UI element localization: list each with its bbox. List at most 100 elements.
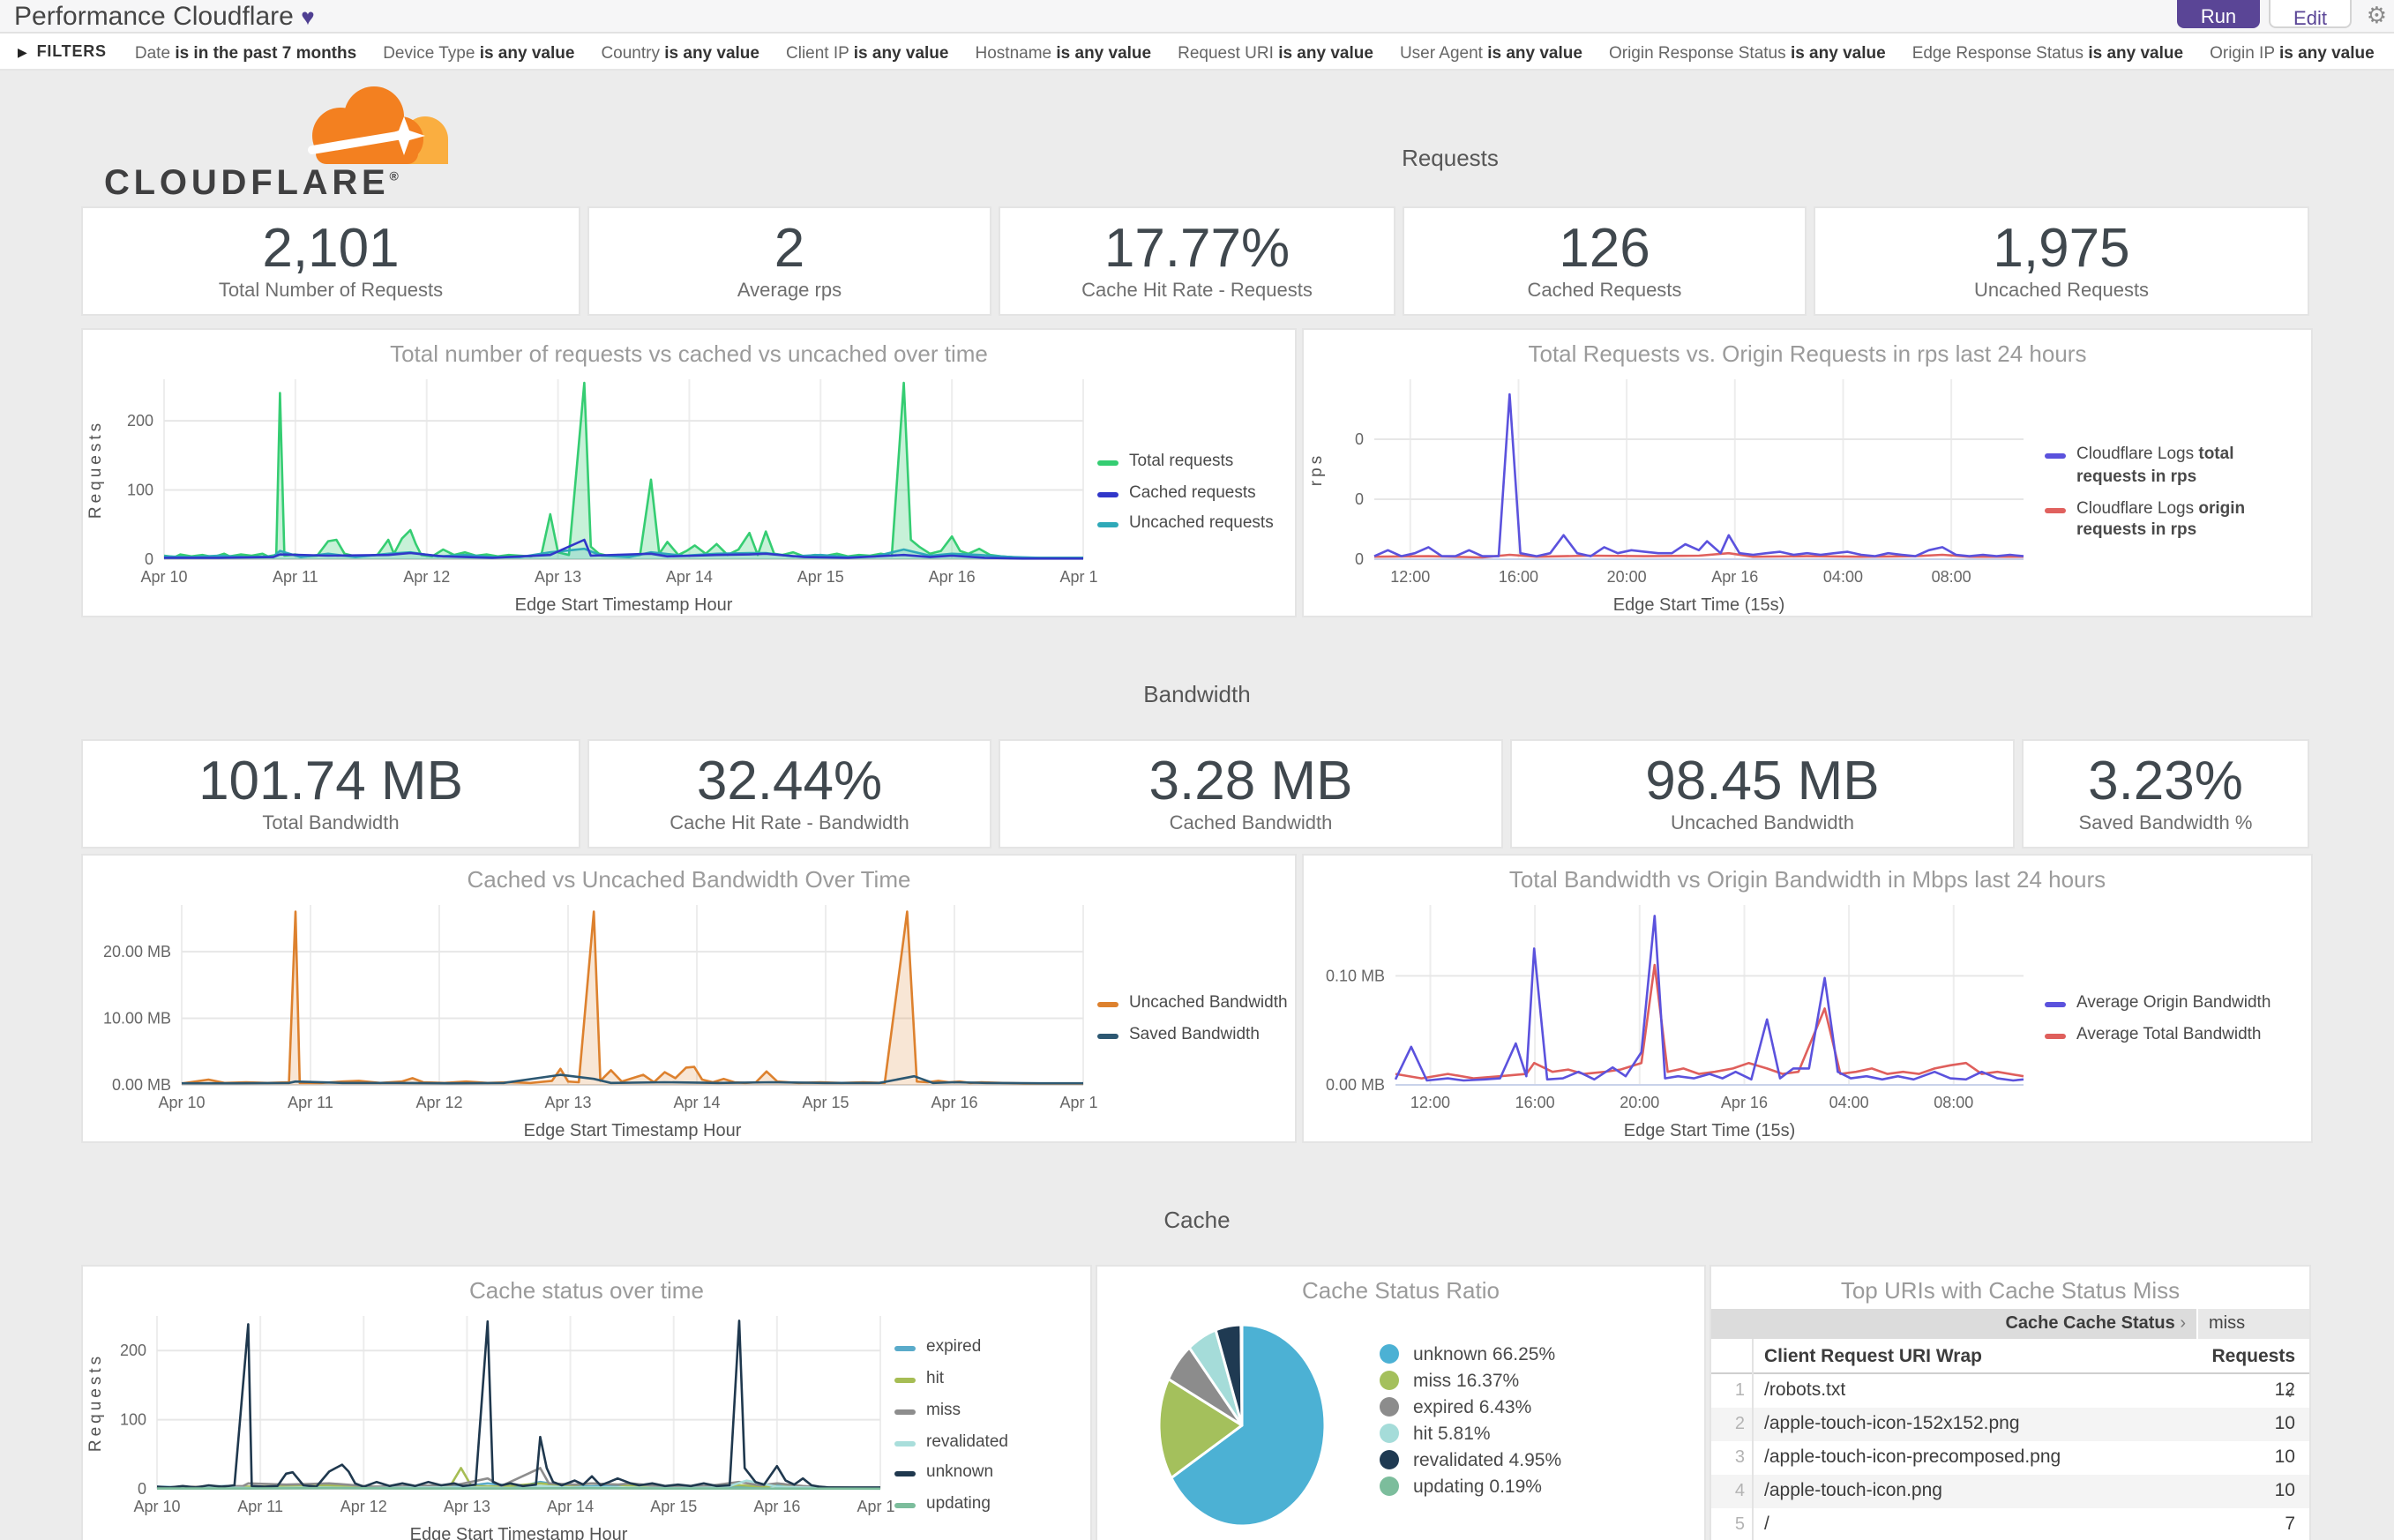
chart-tile-bandwidth-over-time: Cached vs Uncached Bandwidth Over Time 0… xyxy=(81,854,1297,1143)
legend-label: miss xyxy=(926,1400,961,1420)
pie-legend-item[interactable]: updating 0.19% xyxy=(1380,1476,1561,1497)
legend-label: Uncached Bandwidth xyxy=(1129,992,1288,1013)
uri-column-header[interactable]: Client Request URI Wrap xyxy=(1764,1346,1982,1367)
svg-text:Edge Start Timestamp Hour: Edge Start Timestamp Hour xyxy=(524,1121,742,1140)
filter-item[interactable]: User Agent is any value xyxy=(1399,44,1582,64)
run-button[interactable]: Run xyxy=(2177,0,2260,28)
edit-button[interactable]: Edit xyxy=(2269,0,2352,30)
svg-text:Apr 15: Apr 15 xyxy=(797,568,844,586)
legend-item[interactable]: Average Total Bandwidth xyxy=(2045,1024,2274,1047)
kpi-label: Average rps xyxy=(737,280,842,302)
group-header-value: miss xyxy=(2196,1309,2309,1339)
filter-item[interactable]: Origin IP is any value xyxy=(2210,44,2375,64)
legend-item[interactable]: revalidated xyxy=(894,1432,1008,1454)
svg-text:Apr 17: Apr 17 xyxy=(1059,1094,1097,1111)
uri-cell[interactable]: /apple-touch-icon-precomposed.png xyxy=(1764,1447,2061,1468)
svg-text:Apr 16: Apr 16 xyxy=(1711,568,1758,586)
svg-text:Requests: Requests xyxy=(86,420,105,519)
kpi-tile: 1,975 Uncached Requests xyxy=(1814,206,2309,316)
legend-swatch xyxy=(894,1440,916,1446)
pie-legend-item[interactable]: miss 16.37% xyxy=(1380,1370,1561,1391)
pie-legend-item[interactable]: unknown 66.25% xyxy=(1380,1343,1561,1364)
legend-item[interactable]: unknown xyxy=(894,1463,1008,1486)
filter-item[interactable]: Edge Response Status is any value xyxy=(1911,44,2184,64)
kpi-label: Total Bandwidth xyxy=(262,812,400,834)
legend-item[interactable]: Average Origin Bandwidth xyxy=(2045,992,2274,1015)
row-number: 2 xyxy=(1711,1408,1754,1441)
legend-item[interactable]: Total requests xyxy=(1097,452,1274,475)
svg-text:Apr 13: Apr 13 xyxy=(535,568,581,586)
legend-item[interactable]: expired xyxy=(894,1337,1008,1360)
legend-item[interactable]: Cloudflare Logs total requests in rps xyxy=(2045,445,2278,490)
table-row: 2/apple-touch-icon-152x152.png 10 xyxy=(1711,1408,2309,1441)
uri-cell[interactable]: /apple-touch-icon.png xyxy=(1764,1480,1942,1501)
svg-text:Apr 15: Apr 15 xyxy=(802,1094,849,1111)
legend-label: unknown xyxy=(926,1462,994,1483)
legend-label: expired xyxy=(926,1337,982,1357)
legend-label: Cloudflare Logs origin requests in rps xyxy=(2076,498,2246,541)
uri-cell[interactable]: /apple-touch-icon-152x152.png xyxy=(1764,1413,2020,1434)
filter-item[interactable]: Request URI is any value xyxy=(1178,44,1373,64)
svg-text:Apr 14: Apr 14 xyxy=(547,1498,594,1515)
kpi-value: 98.45 MB xyxy=(1645,750,1880,812)
pie-legend-item[interactable]: expired 6.43% xyxy=(1380,1396,1561,1417)
legend-item[interactable]: Cloudflare Logs origin requests in rps xyxy=(2045,498,2278,543)
uri-cell[interactable]: / xyxy=(1764,1514,1769,1535)
svg-text:Edge Start Timestamp Hour: Edge Start Timestamp Hour xyxy=(410,1525,628,1540)
pie-tile-cache-status-ratio: Cache Status Ratio unknown 66.25% miss 16… xyxy=(1096,1265,1706,1540)
svg-text:04:00: 04:00 xyxy=(1823,568,1863,586)
legend-item[interactable]: Uncached Bandwidth xyxy=(1097,992,1288,1015)
pie-slice-miss[interactable] xyxy=(1157,1377,1244,1480)
svg-text:Apr 11: Apr 11 xyxy=(237,1498,283,1515)
chart-tile-requests-over-time: Total number of requests vs cached vs un… xyxy=(81,328,1297,617)
chart-legend: expired hit miss revalidated unknown updating xyxy=(894,1333,1008,1521)
filter-item[interactable]: Date is in the past 7 months xyxy=(134,44,357,64)
requests-cell: 12 xyxy=(2274,1379,2295,1401)
legend-item[interactable]: miss xyxy=(894,1400,1008,1423)
svg-text:Apr 14: Apr 14 xyxy=(666,568,713,586)
chart-title: Total Bandwidth vs Origin Bandwidth in M… xyxy=(1508,866,2106,893)
svg-text:20.00 MB: 20.00 MB xyxy=(103,943,171,961)
kpi-tile: 3.28 MB Cached Bandwidth xyxy=(999,739,1503,848)
filter-items: Date is in the past 7 months Device Type … xyxy=(135,35,2394,67)
filters-toggle[interactable]: ▶ FILTERS xyxy=(18,42,107,60)
filter-item[interactable]: Origin Response Status is any value xyxy=(1608,44,1886,64)
pie-slice-unknown[interactable] xyxy=(1170,1323,1327,1528)
kpi-tile: 98.45 MB Uncached Bandwidth xyxy=(1510,739,2015,848)
kpi-tile: 2 Average rps xyxy=(587,206,991,316)
svg-text:100: 100 xyxy=(120,1411,146,1429)
legend-item[interactable]: updating xyxy=(894,1494,1008,1517)
table-row: 4/apple-touch-icon.png 10 xyxy=(1711,1475,2309,1508)
pie-slice-updating[interactable] xyxy=(1239,1323,1244,1427)
svg-text:20:00: 20:00 xyxy=(1620,1094,1659,1111)
legend-swatch xyxy=(1097,491,1118,497)
legend-item[interactable]: Uncached requests xyxy=(1097,514,1274,537)
group-header-label[interactable]: Cache Cache Status › xyxy=(1711,1309,2196,1339)
section-title-bandwidth: Bandwidth xyxy=(1143,681,1251,707)
filter-item[interactable]: Hostname is any value xyxy=(975,44,1152,64)
requests-column-header[interactable]: Requests ∨ xyxy=(2211,1346,2295,1401)
requests-cell: 7 xyxy=(2285,1514,2295,1535)
svg-text:0: 0 xyxy=(1355,430,1364,448)
legend-item[interactable]: hit xyxy=(894,1369,1008,1392)
bandwidth-section-head: Bandwidth xyxy=(81,617,2313,739)
kpi-tile: 126 Cached Requests xyxy=(1403,206,1807,316)
svg-text:08:00: 08:00 xyxy=(1934,1094,1973,1111)
gear-icon[interactable]: ⚙ xyxy=(2366,2,2387,28)
kpi-label: Saved Bandwidth % xyxy=(2078,812,2253,834)
filter-item[interactable]: Client IP is any value xyxy=(786,44,949,64)
svg-text:10.00 MB: 10.00 MB xyxy=(103,1009,171,1027)
pie-legend-item[interactable]: hit 5.81% xyxy=(1380,1423,1561,1444)
pie-legend-item[interactable]: revalidated 4.95% xyxy=(1380,1449,1561,1470)
chevron-right-icon: › xyxy=(2180,1314,2186,1334)
legend-item[interactable]: Saved Bandwidth xyxy=(1097,1024,1288,1047)
legend-item[interactable]: Cached requests xyxy=(1097,482,1274,505)
filter-item[interactable]: Country is any value xyxy=(601,44,759,64)
chart-title: Total Requests vs. Origin Requests in rp… xyxy=(1528,340,2087,367)
uri-cell[interactable]: /robots.txt xyxy=(1764,1379,1846,1401)
chart-title: Cache status over time xyxy=(469,1277,704,1304)
kpi-value: 2,101 xyxy=(262,217,400,280)
kpi-value: 126 xyxy=(1559,217,1650,280)
filter-item[interactable]: Device Type is any value xyxy=(383,44,575,64)
kpi-tile: 101.74 MB Total Bandwidth xyxy=(81,739,580,848)
